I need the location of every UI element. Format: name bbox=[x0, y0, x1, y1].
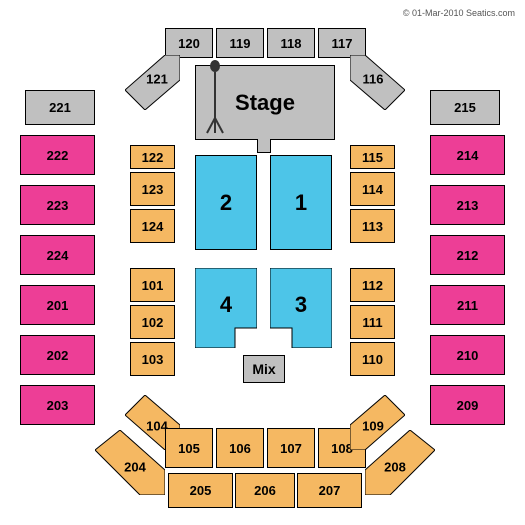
section-211[interactable]: 211 bbox=[430, 285, 505, 325]
stage-thrust bbox=[257, 139, 271, 153]
section-202[interactable]: 202 bbox=[20, 335, 95, 375]
section-103[interactable]: 103 bbox=[130, 342, 175, 376]
section-107[interactable]: 107 bbox=[267, 428, 315, 468]
section-124[interactable]: 124 bbox=[130, 209, 175, 243]
section-207[interactable]: 207 bbox=[297, 473, 362, 508]
section-208[interactable]: 208 bbox=[365, 430, 435, 495]
section-209[interactable]: 209 bbox=[430, 385, 505, 425]
section-210[interactable]: 210 bbox=[430, 335, 505, 375]
section-112[interactable]: 112 bbox=[350, 268, 395, 302]
copyright-text: © 01-Mar-2010 Seatics.com bbox=[403, 8, 515, 18]
section-204[interactable]: 204 bbox=[95, 430, 165, 495]
microphone-icon bbox=[200, 58, 230, 138]
section-201[interactable]: 201 bbox=[20, 285, 95, 325]
floor-2[interactable]: 2 bbox=[195, 155, 257, 250]
svg-text:3: 3 bbox=[295, 292, 307, 317]
section-203[interactable]: 203 bbox=[20, 385, 95, 425]
section-215[interactable]: 215 bbox=[430, 90, 500, 125]
floor-3[interactable]: 3 bbox=[270, 268, 332, 348]
section-113[interactable]: 113 bbox=[350, 209, 395, 243]
section-214[interactable]: 214 bbox=[430, 135, 505, 175]
section-102[interactable]: 102 bbox=[130, 305, 175, 339]
section-119[interactable]: 119 bbox=[216, 28, 264, 58]
section-110[interactable]: 110 bbox=[350, 342, 395, 376]
section-223[interactable]: 223 bbox=[20, 185, 95, 225]
section-105[interactable]: 105 bbox=[165, 428, 213, 468]
section-116[interactable]: 116 bbox=[350, 55, 405, 110]
section-118[interactable]: 118 bbox=[267, 28, 315, 58]
seating-chart: Stage 120 119 118 117 121 116 221 215 22… bbox=[0, 0, 525, 525]
section-123[interactable]: 123 bbox=[130, 172, 175, 206]
section-120[interactable]: 120 bbox=[165, 28, 213, 58]
mix-booth[interactable]: Mix bbox=[243, 355, 285, 383]
section-106[interactable]: 106 bbox=[216, 428, 264, 468]
section-224[interactable]: 224 bbox=[20, 235, 95, 275]
section-117[interactable]: 117 bbox=[318, 28, 366, 58]
svg-text:208: 208 bbox=[384, 459, 406, 474]
section-101[interactable]: 101 bbox=[130, 268, 175, 302]
svg-text:4: 4 bbox=[220, 292, 233, 317]
section-111[interactable]: 111 bbox=[350, 305, 395, 339]
section-115[interactable]: 115 bbox=[350, 145, 395, 169]
section-114[interactable]: 114 bbox=[350, 172, 395, 206]
section-121[interactable]: 121 bbox=[125, 55, 180, 110]
floor-4[interactable]: 4 bbox=[195, 268, 257, 348]
section-221[interactable]: 221 bbox=[25, 90, 95, 125]
svg-text:116: 116 bbox=[363, 71, 384, 86]
section-206[interactable]: 206 bbox=[235, 473, 295, 508]
section-205[interactable]: 205 bbox=[168, 473, 233, 508]
section-212[interactable]: 212 bbox=[430, 235, 505, 275]
svg-text:204: 204 bbox=[124, 459, 146, 474]
section-213[interactable]: 213 bbox=[430, 185, 505, 225]
svg-text:121: 121 bbox=[146, 71, 168, 86]
section-222[interactable]: 222 bbox=[20, 135, 95, 175]
section-122[interactable]: 122 bbox=[130, 145, 175, 169]
stage-label: Stage bbox=[235, 90, 295, 116]
floor-1[interactable]: 1 bbox=[270, 155, 332, 250]
